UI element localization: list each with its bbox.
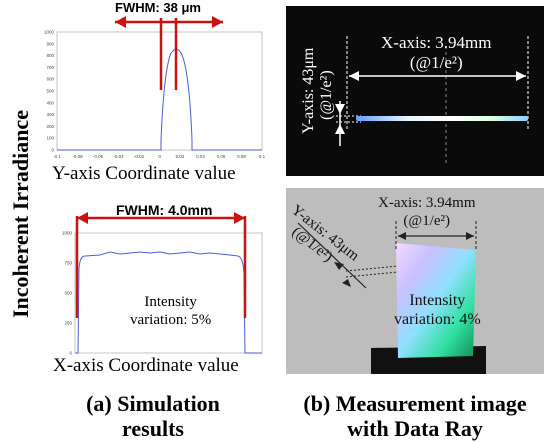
fwhm-arrowhead-right: [212, 16, 223, 28]
y-tick-labels: 0 100 200 300 400 500 600 700 800 900 1000: [44, 30, 55, 153]
tick-label: 200: [46, 124, 54, 129]
y-extent-arrow: [297, 222, 367, 289]
tick-label: 0.04: [196, 154, 205, 159]
tick-label: 300: [46, 112, 54, 117]
guide-y1: [345, 265, 399, 272]
x-axis-label: X-axis: 3.94mm: [381, 33, 492, 52]
tick-label: -0.06: [93, 154, 104, 159]
x-axis-sub: (@1/e²): [409, 53, 463, 72]
x-tick-labels: -0.1 -0.08 -0.06 -0.04 -0.02 0 0.02 0.04 0.06 0.0…: [53, 154, 266, 159]
x-arrowhead-left: [349, 71, 359, 81]
fwhm-label-bottom: FWHM: 4.0mm: [116, 202, 213, 218]
x-label-3d: X-axis: 3.94mm (@1/e²): [378, 194, 476, 230]
y-tick-labels: 0 250 500 750 1000: [62, 231, 73, 356]
beam-line-svg: [335, 36, 529, 166]
tick-label: 700: [46, 65, 54, 70]
beam-line: [356, 116, 528, 121]
tick-label: 800: [46, 53, 54, 58]
tick-label: 0.08: [237, 154, 246, 159]
x-label-top-right: X-axis: 3.94mm (@1/e²): [381, 33, 492, 73]
tick-label: 500: [46, 89, 54, 94]
caption-a: (a) Simulation results: [38, 391, 268, 441]
fwhm-arrowhead-left: [77, 212, 88, 224]
tick-label: 0: [69, 351, 72, 356]
x-arrowhead-left: [398, 232, 406, 240]
tick-label: 1000: [62, 231, 73, 236]
y-arrowhead-top: [335, 104, 345, 114]
guide-y2: [345, 271, 399, 278]
y-axis-coordinate-title: Y-axis Coordinate value: [52, 163, 236, 184]
tick-label: -0.08: [72, 154, 83, 159]
incoherent-irradiance-label: Incoherent Irradiance: [8, 110, 33, 318]
simulation-x-profile-chart: 0 250 500 750 1000: [62, 212, 263, 356]
tick-label: 750: [64, 261, 72, 266]
x-arrowhead-right: [466, 232, 474, 240]
fwhm-arrowhead-left: [115, 16, 126, 28]
y-axis-sub: (@1/e²): [318, 70, 335, 120]
x-arrowhead-right: [516, 71, 526, 81]
tick-label: 900: [46, 41, 54, 46]
y-profile-curve: [57, 48, 262, 151]
tick-label: 600: [46, 77, 54, 82]
tick-label: 0: [51, 148, 54, 153]
tick-label: 0.06: [217, 154, 226, 159]
tick-label: -0.02: [134, 154, 145, 159]
intensity-label-sim: Intensity variation: 5%: [130, 293, 211, 329]
tick-label: 0: [158, 154, 161, 159]
caption-a-line1: (a) Simulation: [86, 391, 220, 416]
y-label-top-right: Y-axis: 43μm (@1/e²): [300, 48, 336, 134]
caption-a-line2: results: [122, 416, 184, 441]
caption-b-line2: with Data Ray: [347, 416, 483, 441]
x-axis-sub: (@1/e²): [403, 213, 451, 229]
fwhm-label-top: FWHM: 38 μm: [115, 0, 201, 15]
tick-label: -0.04: [113, 154, 124, 159]
tick-label: 100: [46, 136, 54, 141]
plot-frame: [56, 31, 263, 151]
tick-label: 400: [46, 100, 54, 105]
tick-label: -0.1: [53, 154, 61, 159]
x-profile-curve: [75, 251, 262, 354]
x-axis-coordinate-title: X-axis Coordinate value: [53, 355, 239, 376]
intensity-label-measured: Intensity variation: 4%: [394, 291, 481, 329]
tick-label: 1000: [44, 30, 55, 35]
tick-label: 500: [64, 291, 72, 296]
caption-b-line1: (b) Measurement image: [303, 391, 527, 416]
y-axis-label: Y-axis: 43μm: [300, 47, 317, 134]
y-arrowhead-2: [342, 279, 351, 287]
intensity-line2: variation: 4%: [394, 311, 481, 328]
tick-label: 0.1: [259, 154, 266, 159]
fwhm-arrowhead-right: [234, 212, 245, 224]
intensity-line1: Intensity: [409, 292, 466, 309]
beam-3d-svg: [297, 221, 486, 374]
y-arrowhead-1: [334, 262, 344, 270]
intensity-line1: Intensity: [144, 294, 197, 310]
plot-frame: [74, 232, 263, 354]
tick-label: 0.02: [176, 154, 185, 159]
intensity-line2: variation: 5%: [130, 312, 212, 328]
beam-profile-surface: [396, 243, 476, 358]
x-axis-label: X-axis: 3.94mm: [378, 195, 476, 211]
caption-b: (b) Measurement image with Data Ray: [284, 391, 546, 441]
measurement-image-3d: X-axis: 3.94mm (@1/e²) Y-axis: 43μm (@1/…: [286, 188, 544, 374]
tick-label: 250: [64, 321, 72, 326]
measurement-image-top: X-axis: 3.94mm (@1/e²) Y-axis: 43μm (@1/…: [286, 6, 544, 176]
y-arrowhead-bottom: [335, 124, 345, 134]
